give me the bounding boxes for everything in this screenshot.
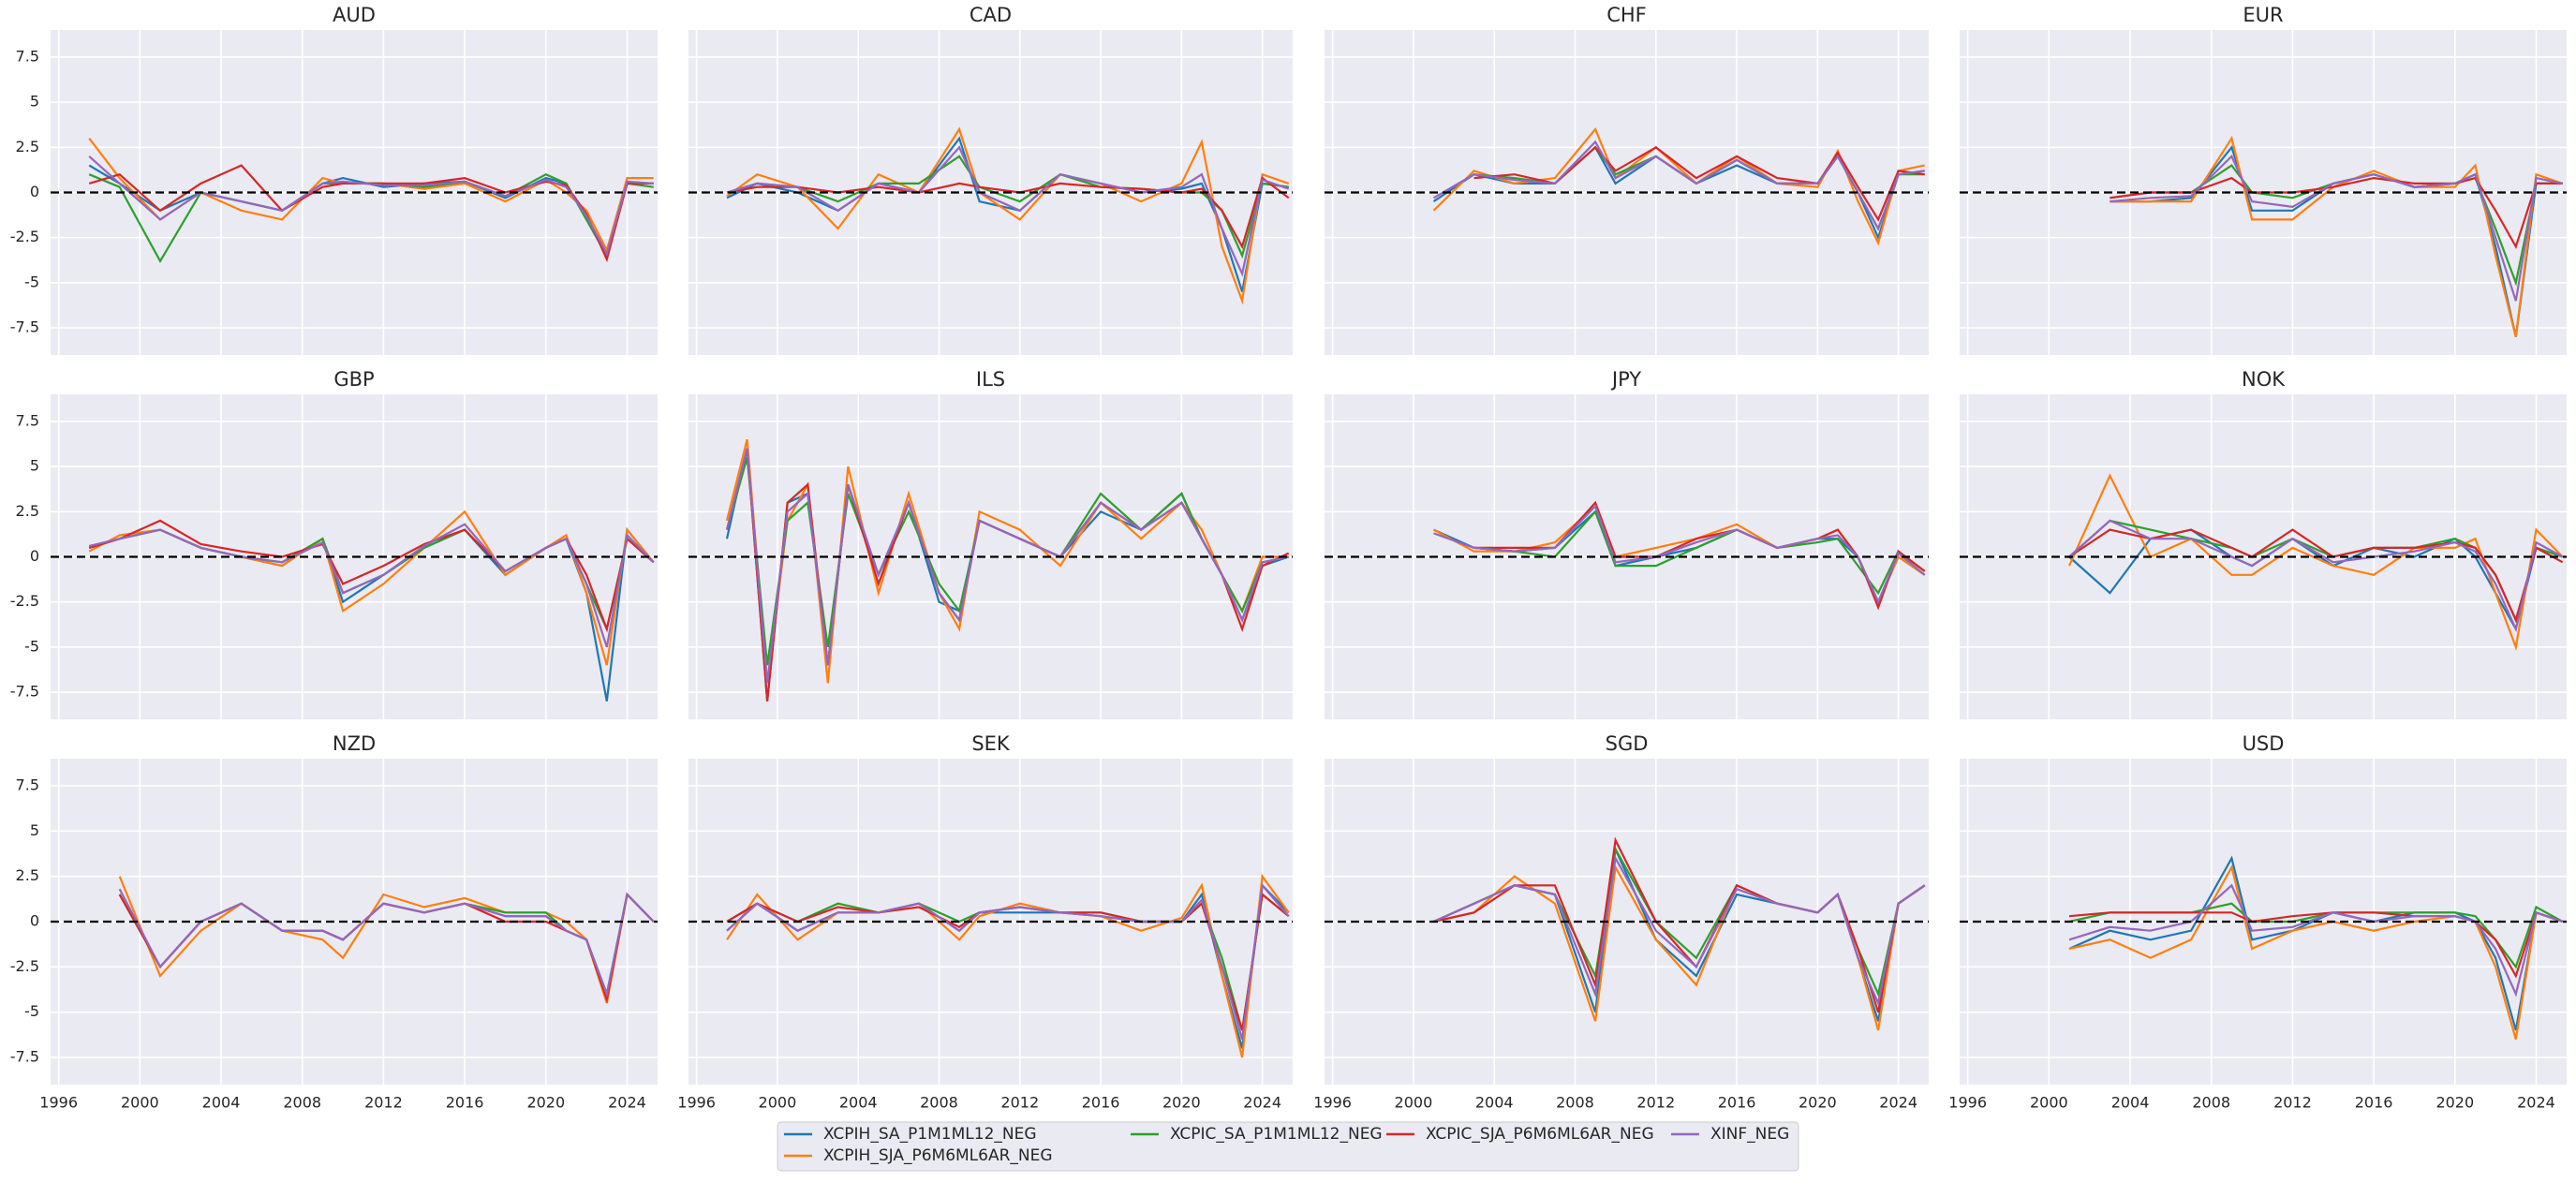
y-tick-label: -7.5 (10, 1048, 39, 1066)
legend-label: XCPIC_SA_P1M1ML12_NEG (1170, 1125, 1383, 1144)
y-tick-label: 7.5 (16, 47, 39, 65)
series-line (726, 873, 1290, 1058)
panel-title: CHF (1606, 4, 1647, 26)
series-line (1432, 145, 1925, 241)
y-tick-label: 0 (30, 547, 39, 565)
x-tick-label: 2024 (2517, 1094, 2555, 1112)
series-line (2067, 473, 2564, 652)
x-tick-label: 2012 (1636, 1094, 1675, 1112)
series-line (726, 176, 1290, 250)
series-line (2068, 910, 2564, 979)
panel-title: USD (2243, 732, 2285, 755)
x-tick-label: 2016 (1718, 1094, 1756, 1112)
series-line (88, 519, 655, 633)
series-line (725, 448, 1289, 684)
panel-title: SEK (971, 732, 1011, 755)
series-line (1473, 145, 1925, 222)
legend-label: XCPIH_SJA_P6M6ML6AR_NEG (823, 1146, 1053, 1165)
panel-title: AUD (333, 4, 376, 26)
x-tick-label: 2012 (2273, 1094, 2312, 1112)
y-tick-label: 7.5 (16, 776, 39, 794)
panel-title: GBP (333, 368, 374, 391)
series-line (2110, 135, 2564, 337)
y-tick-label: -2.5 (10, 957, 39, 975)
y-tick-label: 0 (30, 183, 39, 200)
series-line (88, 523, 655, 648)
x-tick-label: 2012 (1000, 1094, 1039, 1112)
x-tick-label: 2024 (1243, 1094, 1281, 1112)
panel-title: EUR (2243, 4, 2283, 26)
x-tick-label: 2024 (608, 1094, 646, 1112)
x-tick-label: 2016 (446, 1094, 484, 1112)
x-tick-label: 2020 (2435, 1094, 2474, 1112)
x-tick-label: 2024 (1879, 1094, 1917, 1112)
y-tick-label: 7.5 (16, 411, 39, 429)
x-tick-label: 2000 (2030, 1094, 2068, 1112)
series-line (2068, 864, 2564, 1040)
x-tick-label: 2008 (283, 1094, 321, 1112)
x-tick-label: 1996 (1948, 1094, 1987, 1112)
y-tick-label: 5 (30, 93, 39, 111)
y-tick-label: 2.5 (16, 502, 39, 520)
panel-title: JPY (1610, 368, 1641, 391)
legend-box (777, 1121, 1799, 1172)
series-line (118, 888, 655, 998)
series-line (726, 145, 1290, 277)
y-tick-label: -7.5 (10, 683, 39, 701)
legend-label: XINF_NEG (1710, 1125, 1789, 1144)
x-tick-label: 2004 (1475, 1094, 1514, 1112)
panel-title: CAD (970, 4, 1012, 26)
y-tick-label: 2.5 (16, 138, 39, 155)
y-tick-label: -2.5 (10, 228, 39, 245)
series-line (2110, 176, 2563, 250)
series-line (2110, 155, 2563, 302)
series-line (88, 155, 654, 257)
x-tick-label: 2008 (920, 1094, 958, 1112)
y-tick-label: 5 (30, 457, 39, 475)
series-line (726, 882, 1290, 1040)
series-line (1433, 854, 1926, 1007)
x-tick-label: 2004 (202, 1094, 241, 1112)
x-tick-label: 2020 (526, 1094, 565, 1112)
x-tick-label: 1996 (677, 1094, 716, 1112)
x-tick-label: 2004 (839, 1094, 878, 1112)
series-line (726, 126, 1290, 305)
x-tick-label: 2000 (759, 1094, 797, 1112)
y-tick-label: -5 (24, 273, 39, 290)
y-tick-label: 5 (30, 821, 39, 839)
x-tick-label: 1996 (1313, 1094, 1352, 1112)
series-line (1432, 140, 1925, 231)
series-line (2068, 519, 2564, 633)
y-tick-label: -2.5 (10, 592, 39, 610)
series-line (1433, 504, 1926, 605)
y-tick-label: 0 (30, 912, 39, 930)
x-tick-label: 1996 (39, 1094, 78, 1112)
series-line (2068, 528, 2564, 624)
panel-title: SGD (1606, 732, 1649, 755)
x-tick-label: 2020 (1799, 1094, 1837, 1112)
legend-label: XCPIH_SA_P1M1ML12_NEG (823, 1125, 1037, 1144)
x-tick-label: 2008 (2192, 1094, 2230, 1112)
y-tick-label: 2.5 (16, 866, 39, 884)
y-tick-label: -5 (24, 1002, 39, 1020)
x-tick-label: 2000 (121, 1094, 159, 1112)
x-tick-label: 2004 (2111, 1094, 2150, 1112)
x-tick-label: 2020 (1162, 1094, 1201, 1112)
x-tick-label: 2012 (364, 1094, 403, 1112)
x-tick-label: 2000 (1395, 1094, 1433, 1112)
panel-title: NOK (2242, 368, 2286, 391)
x-tick-label: 2008 (1556, 1094, 1594, 1112)
legend-label: XCPIC_SJA_P6M6ML6AR_NEG (1426, 1125, 1654, 1144)
y-tick-label: -5 (24, 637, 39, 655)
series-line (2068, 883, 2564, 997)
x-tick-label: 2016 (2355, 1094, 2393, 1112)
y-tick-label: -7.5 (10, 318, 39, 336)
panel-title: ILS (976, 368, 1005, 391)
panel-title: NZD (333, 732, 376, 755)
x-tick-label: 2016 (1082, 1094, 1120, 1112)
